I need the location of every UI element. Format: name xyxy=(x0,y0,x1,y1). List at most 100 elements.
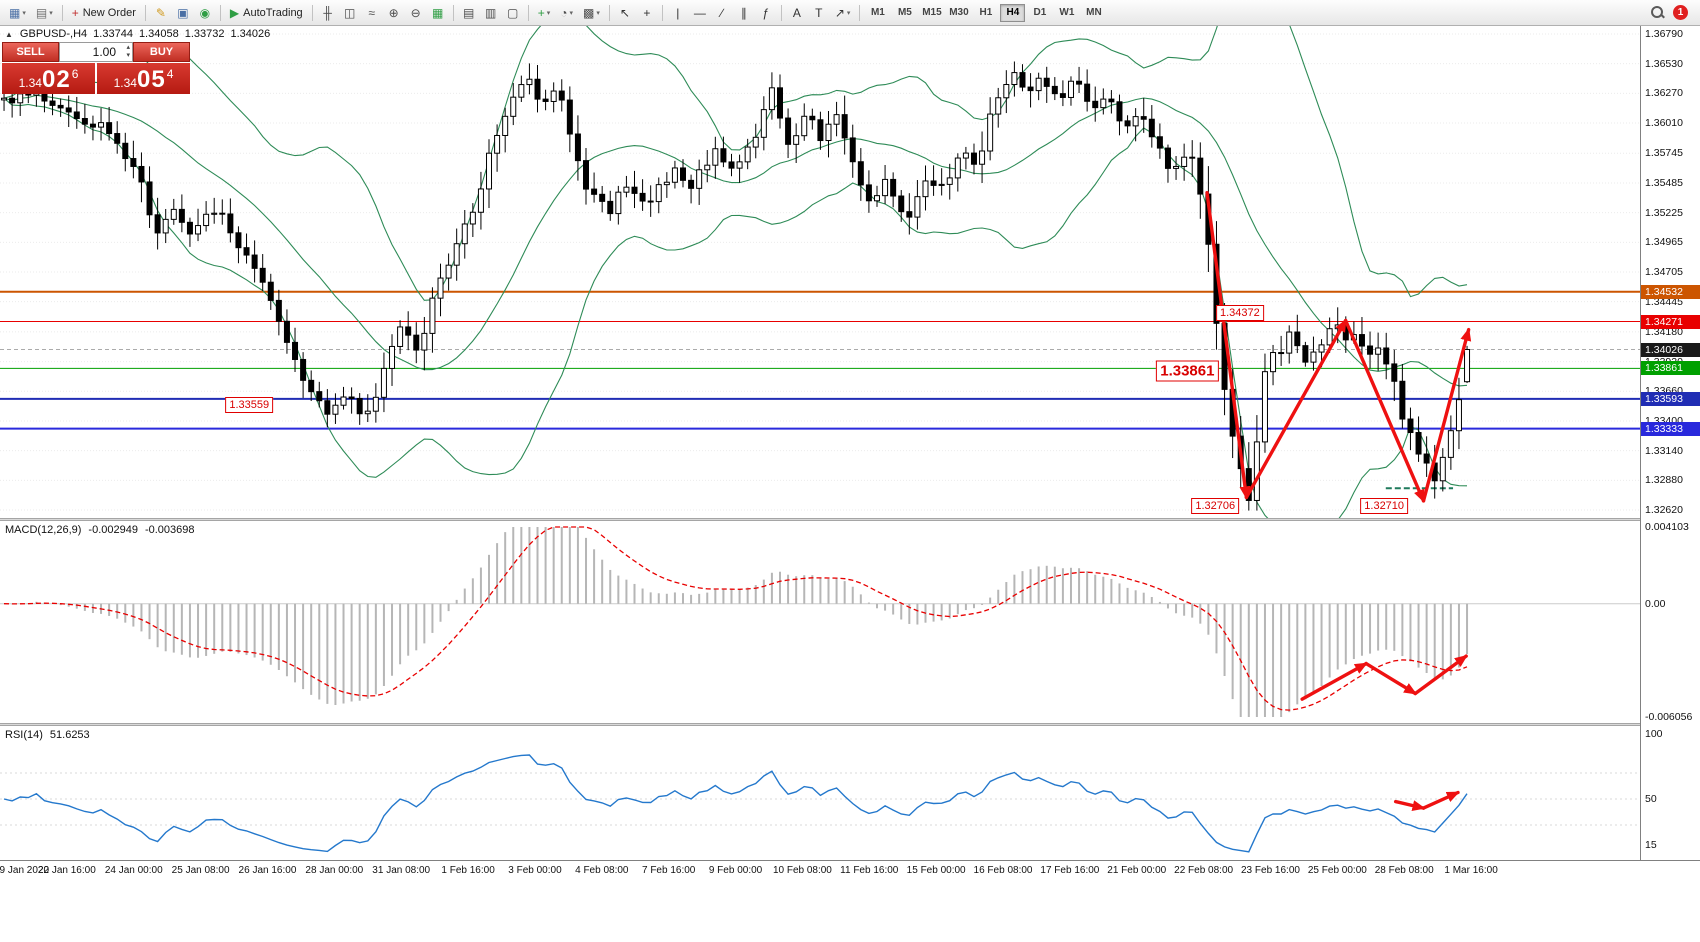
add-indicator-icon[interactable]: + ▾ xyxy=(534,3,555,23)
terminal-icon[interactable]: ▣ xyxy=(173,3,193,23)
macd-main-value: -0.002949 xyxy=(88,524,138,536)
line-chart-icon[interactable]: ≈ xyxy=(362,3,382,23)
templates-icon: ▩ xyxy=(582,5,595,20)
period-clock-icon: ◔ xyxy=(560,5,568,20)
time-axis-label: 7 Feb 16:00 xyxy=(641,865,696,876)
vertical-line-icon[interactable]: | xyxy=(668,3,688,23)
bar-chart-icon[interactable]: ╫ xyxy=(318,3,338,23)
rsi-pane-canvas[interactable] xyxy=(0,726,1640,860)
price-level-tag: 1.34532 xyxy=(1641,284,1700,299)
new-order-button[interactable]: + New Order xyxy=(68,3,140,23)
chevron-down-icon: ▾ xyxy=(546,9,551,17)
volume-field[interactable]: 1.00 ▴ ▾ xyxy=(59,42,133,62)
strategy-tester-icon[interactable]: ◉ xyxy=(195,3,215,23)
chevron-down-icon: ▾ xyxy=(846,9,851,17)
symbol-label: GBPUSD-,H4 xyxy=(19,28,88,40)
cursor-icon: ↖ xyxy=(619,5,630,20)
timeframe-w1[interactable]: W1 xyxy=(1054,4,1079,22)
price-axis-label: 1.34965 xyxy=(1645,236,1683,249)
time-axis-label: 11 Feb 16:00 xyxy=(840,865,899,876)
price-axis-label: 1.35225 xyxy=(1645,206,1683,219)
period-clock-icon[interactable]: ◔ ▾ xyxy=(556,3,577,23)
new-order-button-label: New Order xyxy=(82,6,136,19)
timeframe-h4[interactable]: H4 xyxy=(1000,3,1026,22)
trendline-icon[interactable]: ∕ xyxy=(712,3,732,23)
pane-separator[interactable] xyxy=(0,518,1700,521)
sell-price-sup: 6 xyxy=(71,67,79,81)
crosshair-icon[interactable]: + xyxy=(637,3,657,23)
time-axis-label: 25 Feb 00:00 xyxy=(1307,865,1367,876)
zoom-in-icon[interactable]: ⊕ xyxy=(384,3,404,23)
metaeditor-icon[interactable]: ✎ xyxy=(151,3,171,23)
timeframe-m30[interactable]: M30 xyxy=(946,4,971,22)
open-value: 1.33744 xyxy=(93,28,133,40)
horizontal-line-icon[interactable]: ― xyxy=(690,3,710,23)
notification-badge[interactable]: 1 xyxy=(1673,5,1688,20)
volume-up-icon[interactable]: ▴ xyxy=(126,44,130,51)
tile-vertically-icon[interactable]: ▢ xyxy=(503,3,523,23)
zoom-out-icon[interactable]: ⊖ xyxy=(406,3,426,23)
macd-signal-value: -0.003698 xyxy=(144,524,195,536)
one-click-collapse-icon[interactable]: ▲ xyxy=(5,29,13,39)
macd-caption: MACD(12,26,9) -0.002949 -0.003698 xyxy=(5,524,195,536)
templates-icon[interactable]: ▩ ▾ xyxy=(579,3,604,23)
rsi-caption: RSI(14) 51.6253 xyxy=(5,729,90,741)
arrows-icon[interactable]: ↗ ▾ xyxy=(831,3,855,23)
new-chart-icon[interactable]: ▦ ▾ xyxy=(5,3,30,23)
sell-price-prefix: 1.34 xyxy=(18,76,42,90)
toolbar-separator xyxy=(780,4,782,21)
timeframe-m1[interactable]: M1 xyxy=(865,4,890,22)
volume-down-icon[interactable]: ▾ xyxy=(126,52,130,59)
new-chart-icon: ▦ xyxy=(9,5,21,20)
add-indicator-icon: + xyxy=(537,5,545,20)
time-axis-label: 31 Jan 08:00 xyxy=(372,865,431,876)
toolbar-separator xyxy=(452,4,454,21)
timeframe-m15[interactable]: M15 xyxy=(919,4,944,22)
fibonacci-icon[interactable]: ƒ xyxy=(756,3,776,23)
profiles-icon[interactable]: ▤ ▾ xyxy=(32,3,57,23)
macd-pane-canvas[interactable] xyxy=(0,521,1640,723)
price-level-tag: 1.33333 xyxy=(1641,421,1700,436)
time-axis-label: 28 Feb 08:00 xyxy=(1374,865,1434,876)
chevron-down-icon: ▾ xyxy=(49,9,53,17)
text-label-icon[interactable]: T xyxy=(809,3,829,23)
search-icon[interactable] xyxy=(1650,5,1665,20)
rsi-axis-label: 100 xyxy=(1645,728,1663,740)
text-icon[interactable]: A xyxy=(787,3,807,23)
chevron-down-icon: ▾ xyxy=(22,9,26,17)
pane-separator[interactable] xyxy=(0,723,1700,726)
timeframe-d1[interactable]: D1 xyxy=(1027,4,1052,22)
price-axis[interactable]: 1.36790 1.36530 1.36270 1.36010 1.35745 1.354… xyxy=(1640,26,1700,860)
timeframe-h1[interactable]: H1 xyxy=(973,4,998,22)
timeframe-m5[interactable]: M5 xyxy=(892,4,917,22)
autotrading-button[interactable]: ▶ AutoTrading xyxy=(226,3,307,23)
text-icon: A xyxy=(792,5,801,20)
sell-button[interactable]: SELL xyxy=(2,42,59,62)
buy-price-display[interactable]: 1.34054 xyxy=(97,63,190,94)
cursor-icon[interactable]: ↖ xyxy=(615,3,635,23)
chevron-down-icon: ▾ xyxy=(569,9,573,17)
price-axis-label: 1.34705 xyxy=(1645,266,1683,278)
arrows-icon: ↗ xyxy=(834,5,845,20)
timeframe-mn[interactable]: MN xyxy=(1081,4,1106,22)
macd-label: MACD(12,26,9) xyxy=(5,524,82,536)
price-level-tag: 1.34271 xyxy=(1641,314,1700,329)
crosshair-icon: + xyxy=(643,5,651,20)
volume-stepper[interactable]: ▴ ▾ xyxy=(126,44,130,60)
time-axis-label: 17 Feb 16:00 xyxy=(1040,865,1100,876)
autotrading-button-label: AutoTrading xyxy=(243,6,303,19)
time-axis-label: 20 Jan 16:00 xyxy=(37,865,96,876)
time-axis-label: 26 Jan 16:00 xyxy=(238,865,297,876)
tile-horizontally-icon[interactable]: ▥ xyxy=(481,3,501,23)
candlestick-chart-icon[interactable]: ◫ xyxy=(340,3,360,23)
cascade-windows-icon[interactable]: ▤ xyxy=(459,3,479,23)
price-axis-label: 1.36530 xyxy=(1645,57,1683,70)
price-pane-canvas[interactable] xyxy=(0,26,1640,518)
tile-windows-icon[interactable]: ▦ xyxy=(428,3,448,23)
equidistant-channel-icon[interactable]: ∥ xyxy=(734,3,754,23)
sell-price-display[interactable]: 1.34026 xyxy=(2,63,95,94)
chart-info-line: ▲ GBPUSD-,H4 1.33744 1.34058 1.33732 1.3… xyxy=(5,28,270,40)
buy-button[interactable]: BUY xyxy=(133,42,190,62)
price-axis-label: 1.32880 xyxy=(1645,474,1683,487)
